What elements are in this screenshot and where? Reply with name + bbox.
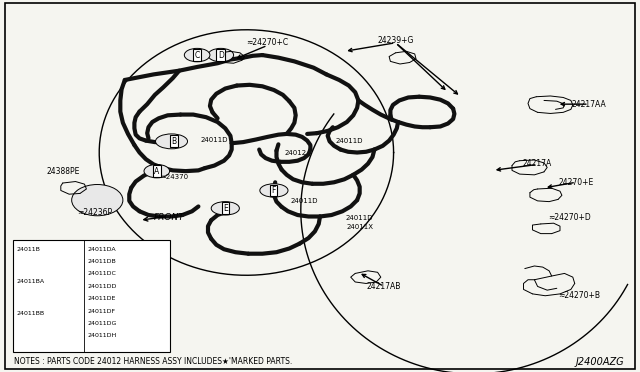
Text: ≂24236P: ≂24236P: [77, 208, 112, 217]
Text: NOTES : PARTS CODE 24012 HARNESS ASSY INCLUDES★'MARKED PARTS.: NOTES : PARTS CODE 24012 HARNESS ASSY IN…: [14, 357, 292, 366]
Text: 24011DF: 24011DF: [88, 309, 116, 314]
Text: 24388PE: 24388PE: [46, 167, 79, 176]
Text: J2400AZG: J2400AZG: [575, 357, 624, 366]
Text: 24217AA: 24217AA: [572, 100, 606, 109]
Text: 24011X: 24011X: [346, 224, 373, 230]
Text: B: B: [172, 137, 177, 146]
Text: FRONT: FRONT: [154, 213, 185, 222]
Text: 24217AB: 24217AB: [367, 282, 401, 291]
Text: 24011DD: 24011DD: [88, 284, 117, 289]
Bar: [13, 240, 170, 352]
Text: 24011DB: 24011DB: [88, 259, 116, 264]
Text: 24011DH: 24011DH: [88, 333, 117, 339]
Text: D: D: [218, 51, 224, 60]
Text: 24011DC: 24011DC: [88, 272, 117, 276]
Ellipse shape: [211, 202, 239, 215]
Text: 24011DE: 24011DE: [88, 296, 116, 301]
Ellipse shape: [208, 48, 234, 62]
Text: 24011DA: 24011DA: [88, 247, 116, 251]
Text: 24011D: 24011D: [201, 137, 228, 142]
Ellipse shape: [72, 185, 123, 216]
Text: 24270+E: 24270+E: [558, 178, 594, 187]
Text: 24011D: 24011D: [335, 138, 362, 144]
Text: ≂24370: ≂24370: [160, 174, 188, 180]
Text: ≂24270+D: ≂24270+D: [548, 213, 591, 222]
Text: 24012: 24012: [285, 150, 307, 155]
Text: 24011D: 24011D: [346, 215, 373, 221]
Text: A: A: [154, 167, 159, 176]
Ellipse shape: [144, 164, 170, 178]
Text: 24011BA: 24011BA: [17, 279, 45, 284]
Text: 24217A: 24217A: [523, 159, 552, 168]
Text: ≂24270+B: ≂24270+B: [558, 291, 600, 300]
Text: C: C: [195, 51, 200, 60]
Ellipse shape: [260, 184, 288, 197]
Text: 24011BB: 24011BB: [17, 311, 45, 316]
Text: ≂24270+C: ≂24270+C: [246, 38, 289, 47]
Text: F: F: [272, 186, 276, 195]
Text: 24239+G: 24239+G: [378, 36, 413, 45]
Text: 24011DG: 24011DG: [88, 321, 117, 326]
Text: 24011D: 24011D: [291, 198, 317, 204]
Ellipse shape: [184, 48, 210, 62]
Ellipse shape: [156, 134, 188, 149]
Text: 24011B: 24011B: [17, 247, 40, 251]
Text: E: E: [223, 204, 228, 213]
